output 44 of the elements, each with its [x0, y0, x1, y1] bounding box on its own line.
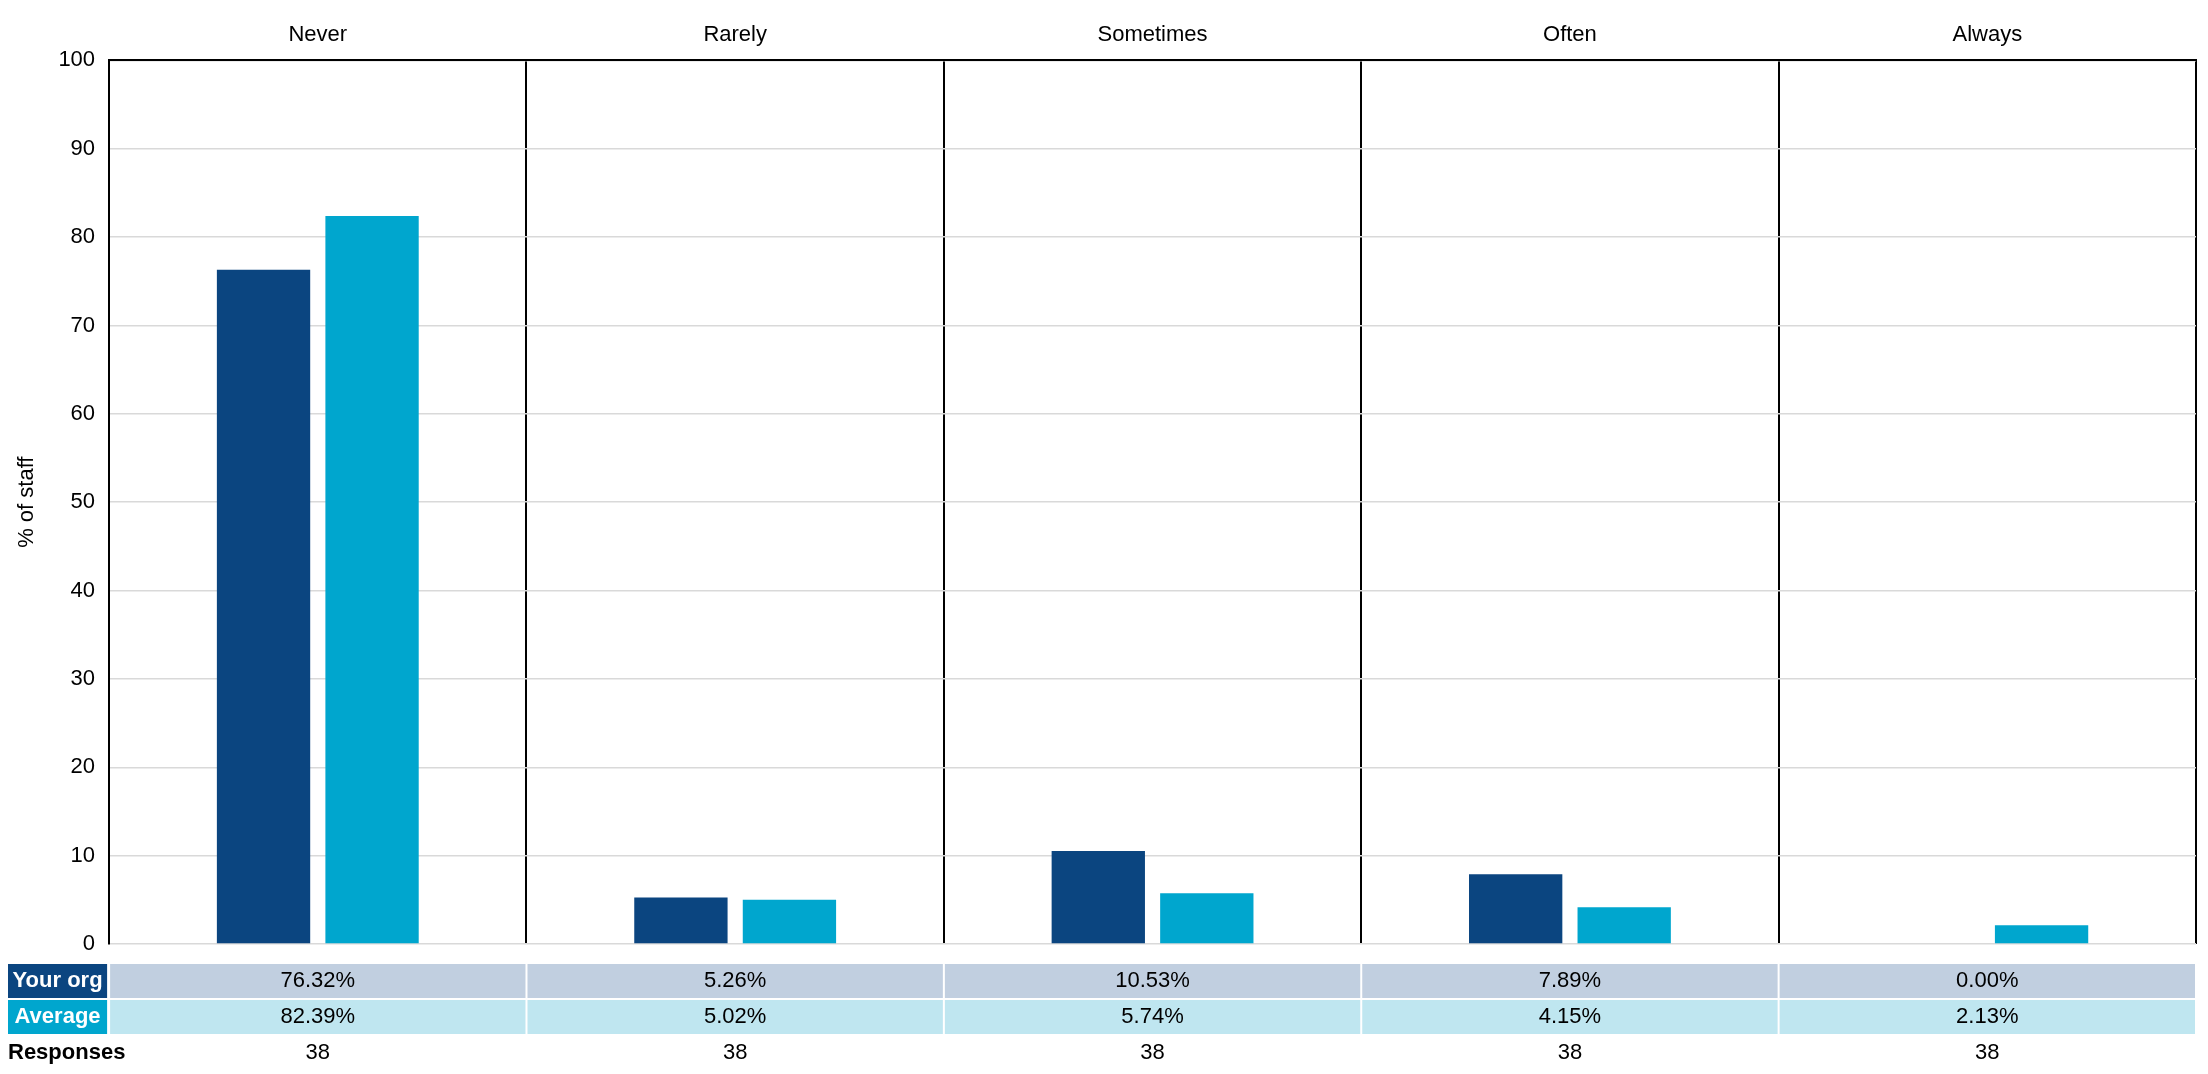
- y-tick-label: 10: [70, 841, 96, 867]
- bar: [634, 897, 728, 944]
- text: Average: [14, 1003, 101, 1029]
- y-axis-title: % of staff: [13, 455, 39, 548]
- data-label: 0.00%: [1956, 967, 2019, 993]
- bar: [325, 216, 419, 944]
- data-label: 4.15%: [1538, 1003, 1602, 1029]
- y-tick-label: 100: [58, 46, 96, 72]
- data-label: 5.26%: [703, 967, 767, 993]
- bar: [1994, 925, 2089, 944]
- data-label: 5.02%: [703, 1003, 767, 1029]
- bar: [1051, 850, 1145, 944]
- text: Your org: [12, 967, 103, 993]
- bar: [216, 269, 311, 944]
- y-tick-label: 20: [70, 753, 96, 779]
- y-tick-label: 30: [70, 664, 96, 690]
- y-tick-label: 60: [70, 399, 96, 425]
- y-tick-label: 0: [82, 930, 96, 956]
- y-tick-label: 50: [70, 488, 96, 514]
- data-label: 10.53%: [1115, 967, 1190, 993]
- bar: [1469, 874, 1563, 944]
- y-tick-label: 90: [70, 134, 96, 160]
- data-label: 5.74%: [1121, 1003, 1184, 1029]
- text: 38: [1557, 1039, 1583, 1065]
- text: 38: [1975, 1039, 2000, 1065]
- text: 38: [1140, 1039, 1165, 1065]
- y-tick-label: 80: [70, 223, 96, 249]
- text: 38: [305, 1039, 331, 1065]
- data-label: 82.39%: [280, 1003, 356, 1029]
- text: 38: [722, 1039, 748, 1065]
- y-tick-label: 70: [70, 311, 96, 337]
- bar: [742, 899, 837, 944]
- data-label: 76.32%: [280, 967, 356, 993]
- x-tick-label: Never: [288, 21, 348, 47]
- data-label: 7.89%: [1538, 967, 1602, 993]
- y-tick-label: 40: [70, 576, 96, 602]
- bar: [1160, 893, 1254, 944]
- x-tick-label: Rarely: [703, 21, 767, 47]
- x-tick-label: Often: [1543, 21, 1597, 47]
- x-tick-label: Always: [1952, 21, 2023, 47]
- bar: [1577, 907, 1671, 944]
- text: Responses: [8, 1039, 126, 1065]
- data-label: 2.13%: [1956, 1003, 2019, 1029]
- x-tick-label: Sometimes: [1097, 21, 1208, 47]
